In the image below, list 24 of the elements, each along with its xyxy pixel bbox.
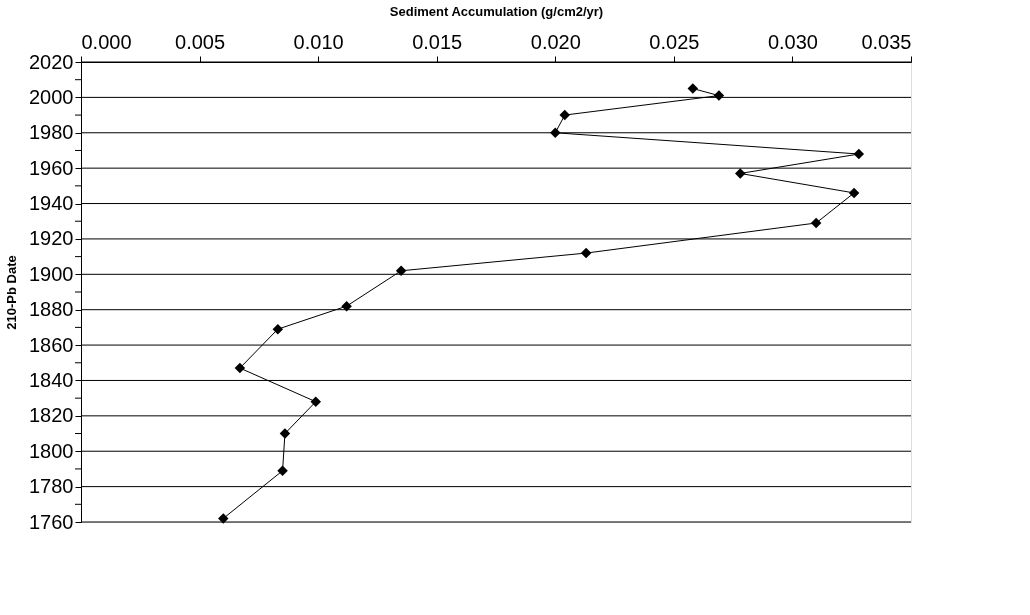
x-tick-label: 0.015 bbox=[412, 30, 463, 53]
y-tick-label: 1920 bbox=[29, 227, 74, 250]
y-tick-label: 1800 bbox=[29, 439, 74, 462]
x-tick-label: 0.000 bbox=[81, 30, 132, 53]
y-tick-label: 1980 bbox=[29, 121, 74, 144]
y-tick-label: 1940 bbox=[29, 192, 74, 215]
x-tick-label: 0.035 bbox=[861, 30, 912, 53]
x-tick-label: 0.030 bbox=[767, 30, 818, 53]
x-tick-label: 0.020 bbox=[530, 30, 581, 53]
y-tick-label: 1900 bbox=[29, 262, 74, 285]
y-tick-label: 1820 bbox=[29, 404, 74, 427]
x-tick-label: 0.025 bbox=[649, 30, 700, 53]
x-tick-label: 0.005 bbox=[175, 30, 226, 53]
y-tick-label: 2020 bbox=[29, 50, 74, 73]
y-axis-title: 210-Pb Date bbox=[4, 255, 20, 330]
y-tick-label: 1880 bbox=[29, 298, 74, 321]
y-tick-label: 1780 bbox=[29, 475, 74, 498]
y-tick-label: 1760 bbox=[29, 510, 74, 533]
x-axis-title: Sediment Accumulation (g/cm2/yr) bbox=[389, 3, 604, 19]
y-tick-label: 1840 bbox=[29, 368, 74, 391]
y-tick-label: 1960 bbox=[29, 156, 74, 179]
y-tick-label: 1860 bbox=[29, 333, 74, 356]
y-tick-label: 2000 bbox=[29, 85, 74, 108]
x-tick-label: 0.010 bbox=[293, 30, 344, 53]
